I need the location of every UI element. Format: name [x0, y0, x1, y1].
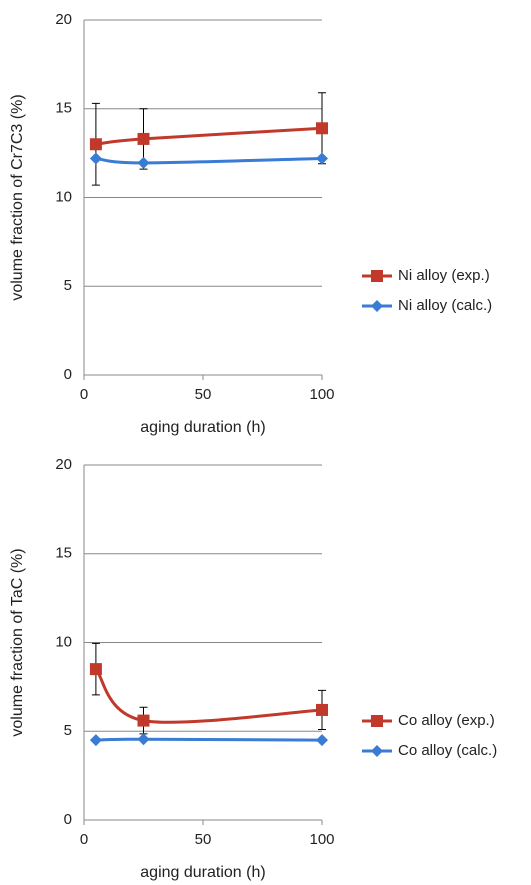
x-axis-title: aging duration (h) [140, 419, 265, 436]
x-tick-label: 0 [80, 386, 88, 403]
y-tick-label: 20 [55, 456, 72, 473]
legend-label: Co alloy (calc.) [398, 742, 497, 759]
legend-marker [371, 715, 383, 727]
marker [316, 122, 328, 135]
series-line [94, 668, 323, 724]
y-tick-label: 10 [55, 633, 72, 650]
y-tick-label: 0 [64, 811, 72, 828]
y-tick-label: 5 [64, 722, 72, 739]
marker [137, 733, 150, 746]
marker [89, 138, 102, 151]
legend-marker [371, 745, 383, 757]
x-tick-label: 50 [195, 386, 212, 403]
y-tick-label: 15 [55, 100, 72, 117]
marker [89, 152, 102, 165]
marker [316, 703, 328, 716]
y-tick-label: 0 [64, 366, 72, 383]
legend-marker [371, 300, 383, 312]
x-axis-title: aging duration (h) [140, 864, 265, 881]
x-tick-label: 100 [309, 386, 334, 403]
marker [137, 156, 150, 169]
marker [137, 714, 150, 727]
marker [316, 734, 328, 747]
y-axis-title: volume fraction of TaC (%) [9, 548, 26, 736]
x-tick-label: 50 [195, 831, 212, 848]
legend-label: Co alloy (exp.) [398, 712, 495, 729]
legend-label: Ni alloy (exp.) [398, 267, 490, 284]
y-tick-label: 15 [55, 545, 72, 562]
x-tick-label: 0 [80, 831, 88, 848]
marker [89, 734, 102, 747]
series-line [95, 156, 323, 165]
marker [316, 152, 328, 165]
x-tick-label: 100 [309, 831, 334, 848]
y-tick-label: 20 [55, 11, 72, 28]
series-line [95, 126, 323, 146]
marker [137, 132, 150, 145]
marker [89, 663, 102, 676]
y-axis-title: volume fraction of Cr7C3 (%) [9, 94, 26, 300]
legend-label: Ni alloy (calc.) [398, 297, 492, 314]
legend-marker [371, 270, 383, 282]
y-tick-label: 5 [64, 277, 72, 294]
series-line [95, 737, 323, 742]
y-tick-label: 10 [55, 188, 72, 205]
